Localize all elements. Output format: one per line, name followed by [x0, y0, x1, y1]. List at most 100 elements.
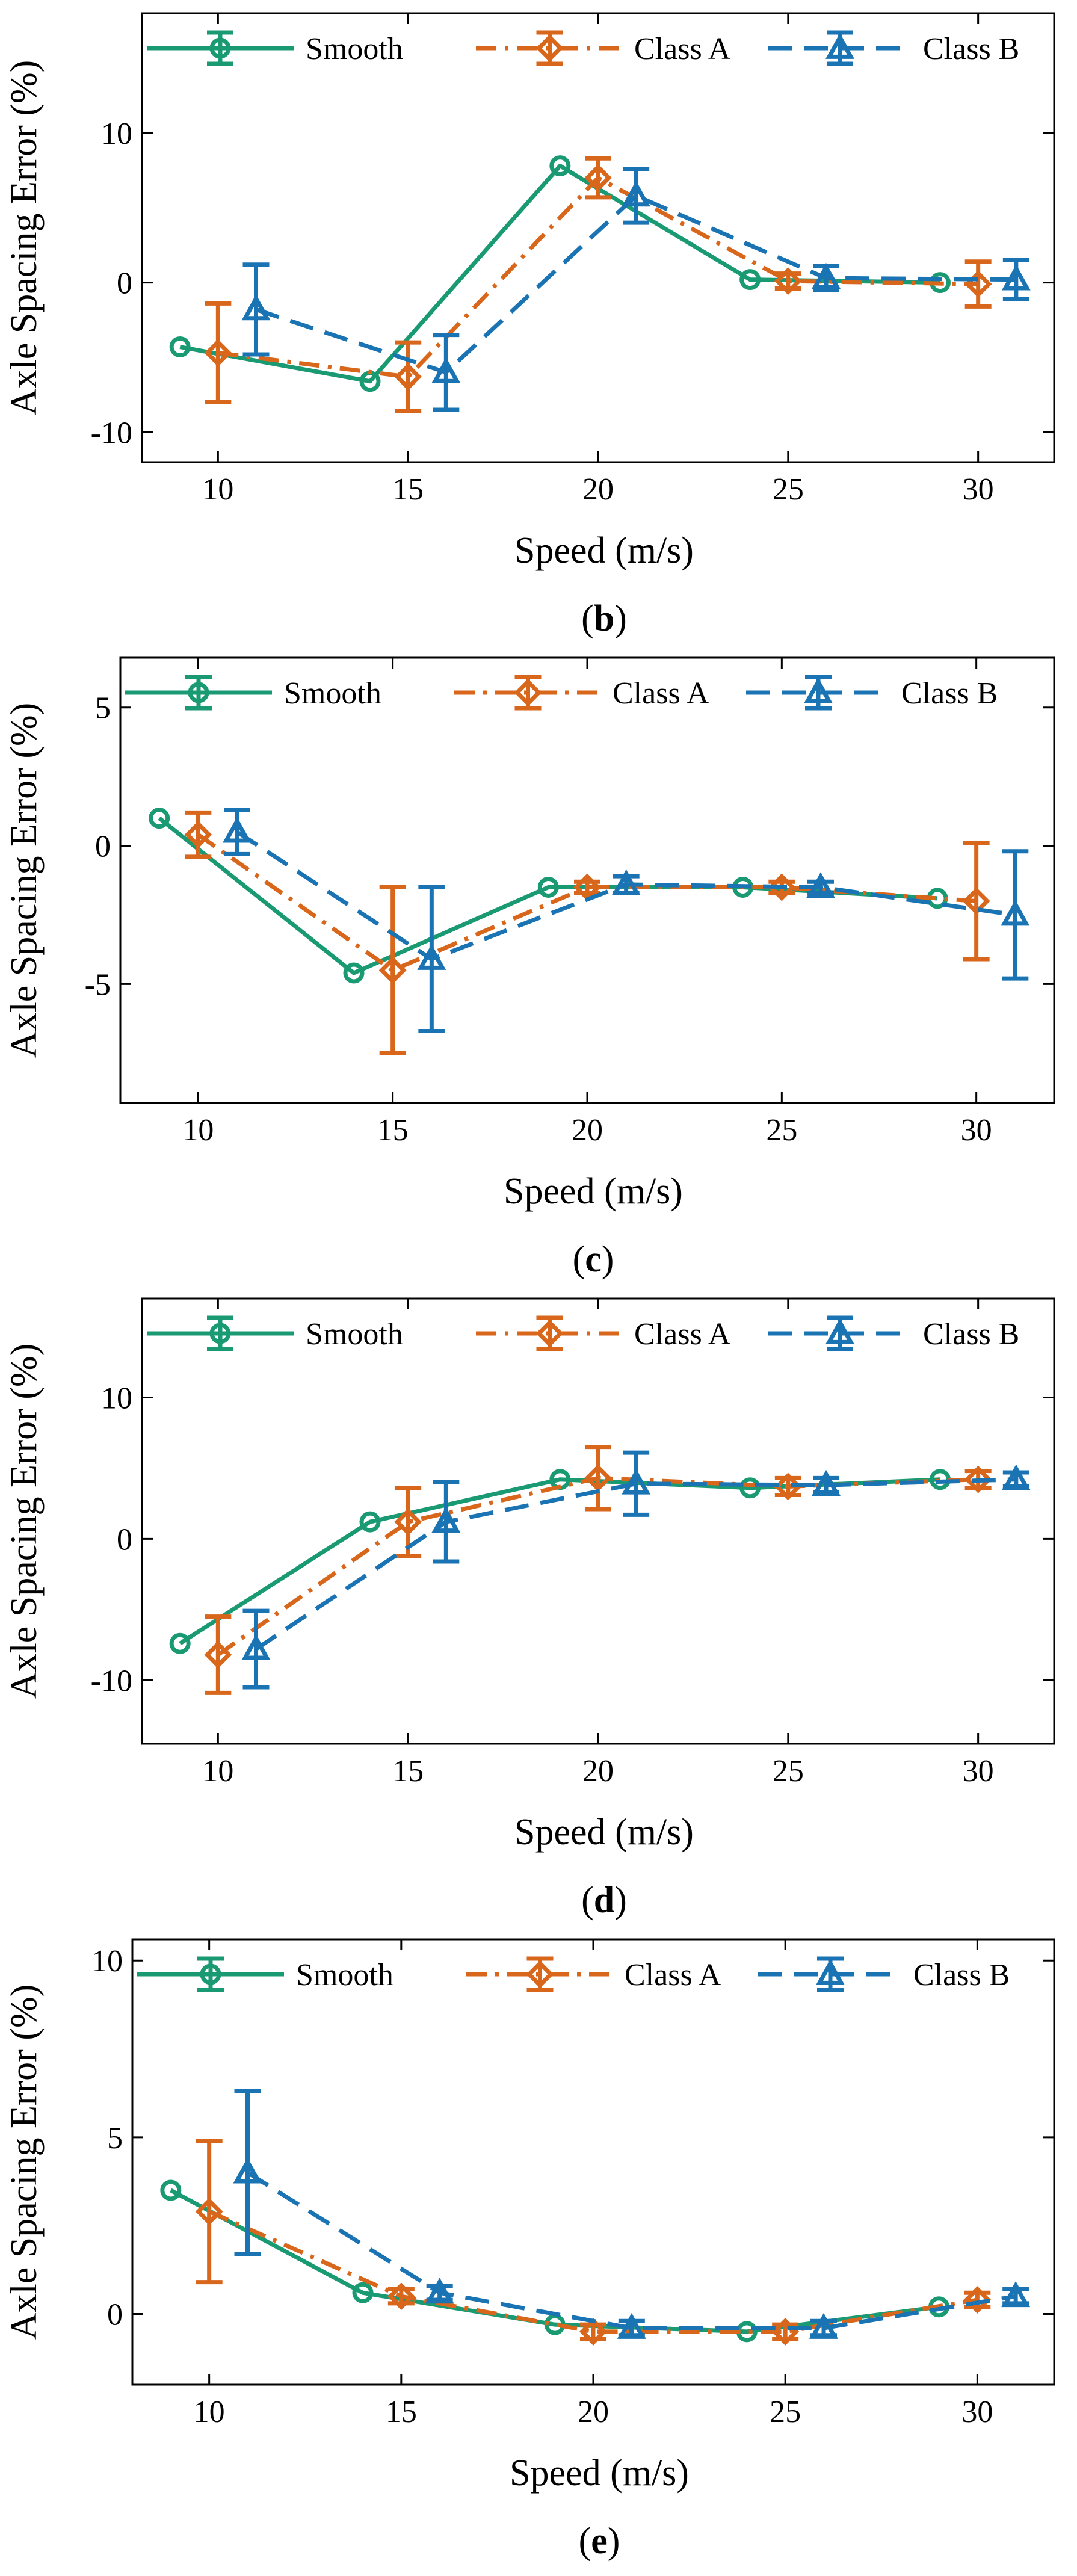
legend-marker — [825, 1318, 854, 1344]
x-tick-label: 25 — [773, 472, 804, 507]
legend-marker — [825, 32, 854, 59]
x-tick-label: 25 — [766, 1113, 797, 1147]
data-point — [584, 164, 612, 192]
series-class-a — [195, 2139, 992, 2346]
series-line — [170, 2188, 939, 2334]
x-tick-label: 20 — [578, 2395, 609, 2429]
y-axis-label: Axle Spacing Error (%) — [4, 1985, 45, 2340]
x-tick-label: 30 — [963, 1754, 994, 1788]
data-point — [1001, 2281, 1031, 2308]
data-point — [964, 1465, 992, 1493]
data-point — [549, 155, 571, 177]
x-tick-label: 15 — [392, 472, 424, 507]
x-tick-label: 20 — [582, 1754, 614, 1788]
data-point — [204, 1641, 232, 1669]
data-point — [352, 2282, 374, 2303]
x-tick-label: 15 — [386, 2395, 417, 2429]
chart-panel-b: 10 15 20 25 30 -10 0 10 Speed (m/s) Axle Spacing … — [4, 12, 1055, 639]
data-point — [622, 181, 651, 207]
legend-entry-class-a: Class A — [476, 30, 731, 66]
legend-label: Class A — [625, 1958, 721, 1992]
data-point — [774, 267, 802, 295]
data-point — [963, 2286, 992, 2314]
legend-label: Class B — [901, 676, 998, 711]
x-tick-label: 25 — [770, 2395, 801, 2429]
data-point — [584, 1464, 612, 1492]
panel-caption-letter: e — [591, 2521, 608, 2562]
x-tick-label: 20 — [572, 1113, 603, 1147]
y-tick-label: -5 — [85, 968, 111, 1002]
x-tick-label: 15 — [377, 1113, 409, 1147]
series-line — [255, 1477, 1016, 1651]
panel-caption-letter: d — [594, 1880, 614, 1921]
data-point — [343, 962, 365, 984]
legend-entry-class-a: Class A — [454, 675, 709, 711]
data-point — [394, 363, 422, 391]
legend-marker — [535, 1320, 564, 1347]
legend-entry-smooth: Smooth — [147, 30, 403, 66]
series-smooth — [160, 2179, 949, 2343]
legend-entry-class-a: Class A — [476, 1315, 731, 1351]
series-class-b — [241, 167, 1031, 412]
data-point — [537, 876, 559, 898]
legend: Smooth Class A Class B — [137, 1956, 1010, 1992]
legend-entry-class-a: Class A — [466, 1956, 721, 1992]
y-tick-label: 10 — [91, 1944, 123, 1978]
x-tick-label: 30 — [961, 2395, 993, 2429]
series-line — [208, 2210, 978, 2334]
panel-caption-letter: b — [594, 598, 614, 639]
x-tick-label: 10 — [202, 1754, 233, 1788]
series-line — [246, 2170, 1016, 2330]
data-point — [812, 1469, 841, 1496]
data-point — [160, 2179, 182, 2201]
legend-marker — [188, 682, 209, 703]
panel-caption-letter: c — [585, 1239, 602, 1280]
legend: Smooth Class A Class B — [147, 1315, 1019, 1351]
data-point — [1001, 1464, 1031, 1490]
panel-caption: (b) — [581, 598, 627, 639]
series-class-b — [241, 1450, 1031, 1690]
y-tick-label: 5 — [107, 2121, 123, 2155]
series-class-a — [204, 156, 992, 413]
data-point — [378, 956, 407, 984]
legend-label: Smooth — [306, 32, 403, 66]
data-point — [962, 887, 990, 915]
legend-marker — [535, 34, 564, 62]
y-tick-label: 10 — [101, 117, 132, 151]
y-tick-label: 0 — [117, 267, 132, 301]
x-tick-label: 25 — [773, 1754, 804, 1788]
legend-entry-class-b: Class B — [746, 675, 998, 711]
series-line — [255, 193, 1016, 375]
legend-marker — [209, 1323, 231, 1344]
legend-label: Class B — [913, 1958, 1010, 1992]
legend-entry-class-b: Class B — [768, 30, 1019, 66]
data-point — [611, 869, 641, 895]
chart-panel-c: 10 15 20 25 30 -5 0 5 Speed (m/s) Axle Spacing Er… — [4, 656, 1055, 1280]
x-axis-label: Speed (m/s) — [514, 530, 694, 571]
y-tick-label: 5 — [95, 691, 111, 726]
legend-label: Class A — [613, 676, 709, 711]
legend-label: Class A — [634, 1317, 731, 1351]
data-point — [809, 2312, 838, 2339]
data-point — [617, 2312, 646, 2339]
x-tick-label: 15 — [392, 1754, 424, 1788]
legend-marker — [526, 1960, 554, 1988]
data-point — [169, 336, 191, 358]
panel-caption: (d) — [581, 1880, 627, 1921]
y-tick-label: -10 — [91, 416, 132, 450]
legend-entry-smooth: Smooth — [137, 1956, 393, 1992]
panel-caption: (c) — [573, 1239, 614, 1280]
data-point — [204, 339, 232, 367]
legend-marker — [804, 677, 833, 703]
series-class-a — [204, 1445, 992, 1695]
legend-entry-smooth: Smooth — [125, 675, 381, 711]
legend-marker — [514, 679, 542, 706]
legend-entry-class-b: Class B — [768, 1315, 1019, 1351]
data-point — [425, 2278, 454, 2304]
data-point — [195, 2198, 223, 2226]
data-point — [394, 1508, 422, 1536]
y-tick-label: 0 — [117, 1522, 132, 1557]
x-axis-label: Speed (m/s) — [504, 1171, 683, 1212]
legend-label: Smooth — [306, 1317, 403, 1351]
legend-label: Class B — [923, 32, 1019, 66]
